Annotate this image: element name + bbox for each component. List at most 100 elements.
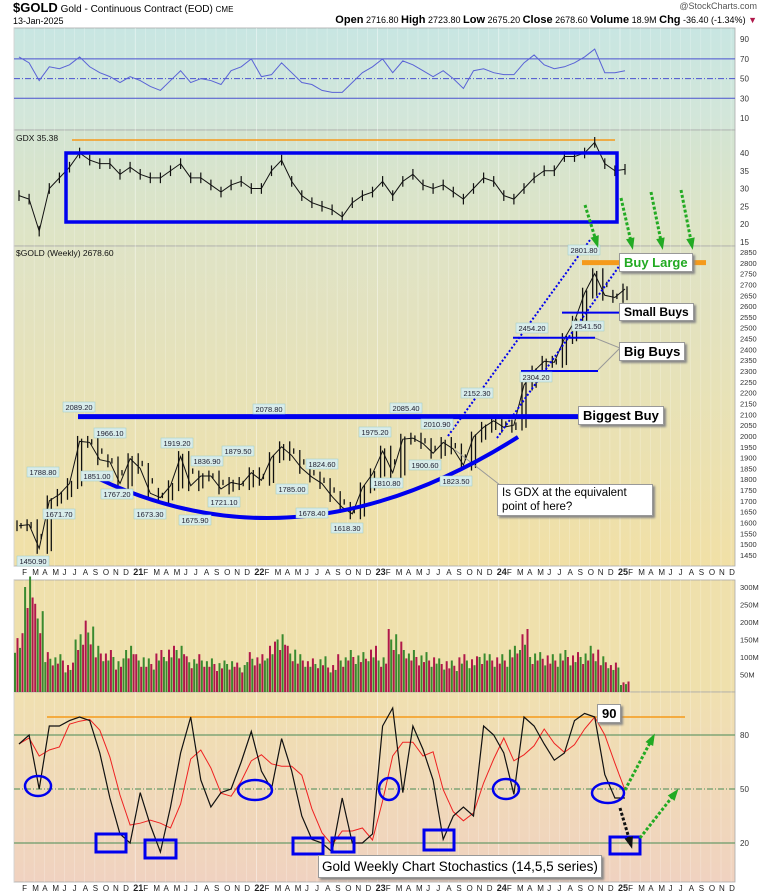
volume-bar (322, 665, 324, 692)
x-tick-label: J (547, 884, 551, 893)
price-label: 1788.80 (29, 468, 56, 477)
x-tick-label: M (638, 884, 645, 893)
volume-bar (82, 644, 85, 692)
volume-bar (84, 620, 87, 692)
volume-bar (329, 672, 332, 692)
volume-bar (178, 658, 181, 692)
x-tick-label: A (164, 884, 170, 893)
x-tick-label: O (588, 568, 594, 577)
x-tick-label: O (224, 884, 230, 893)
x-tick-label: O (103, 568, 109, 577)
x-tick-label: F (22, 568, 27, 577)
price-label-bg (26, 466, 60, 478)
volume-bar (31, 597, 34, 692)
price-label: 2541.50 (574, 322, 601, 331)
x-tick-label: D (608, 884, 614, 893)
volume-bar (377, 660, 380, 692)
volume-bar (493, 666, 496, 692)
y-tick-label: 15 (740, 238, 749, 247)
volume-bar (87, 632, 90, 692)
volume-bar (49, 658, 52, 692)
price-label: 2454.20 (518, 324, 545, 333)
price-label: 1767.20 (103, 490, 130, 499)
volume-bar (370, 649, 372, 692)
stoch-box (330, 836, 356, 854)
volume-bar (26, 608, 29, 692)
question-callout (454, 449, 501, 486)
volume-bar (193, 659, 196, 692)
volume-bar (54, 657, 57, 692)
volume-bar (291, 661, 294, 692)
price-label-bg (460, 387, 494, 399)
volume-bar (150, 664, 153, 692)
price-label-bg (420, 418, 454, 430)
volume-bar (21, 633, 24, 692)
x-tick-label: M (174, 884, 181, 893)
volume-bar (67, 665, 69, 692)
volume-bar (352, 657, 355, 692)
x-tick-label: J (184, 884, 188, 893)
y-tick-label: 50M (740, 671, 755, 680)
x-tick-label: A (406, 884, 412, 893)
volume-bar (572, 655, 574, 692)
x-tick-label: 23 (376, 567, 386, 577)
x-tick-label: O (345, 884, 351, 893)
y-tick-label: 50 (740, 785, 749, 794)
x-tick-label: F (386, 884, 391, 893)
y-tick-label: 1500 (740, 540, 757, 549)
y-tick-label: 2800 (740, 259, 757, 268)
y-tick-label: 1700 (740, 497, 757, 506)
volume-bar (299, 654, 302, 692)
price-label-bg (62, 401, 96, 413)
volume-bar (390, 639, 393, 692)
volume-bar (546, 655, 549, 692)
volume-bar (306, 661, 309, 692)
x-tick-label: 23 (376, 883, 386, 893)
volume-bar (266, 658, 269, 692)
x-tick-label: A (42, 884, 48, 893)
volume-bar (428, 660, 431, 692)
volume-bar (496, 657, 499, 692)
stoch-box (422, 828, 456, 852)
x-tick-label: S (456, 884, 461, 893)
volume-bar (473, 665, 476, 692)
volume-bar (465, 660, 468, 692)
price-label-bg (567, 244, 601, 256)
rsi-line (18, 48, 626, 93)
volume-bar (216, 671, 218, 692)
volume-bar (279, 650, 282, 692)
y-tick-label: 2050 (740, 421, 757, 430)
x-tick-label: M (638, 568, 645, 577)
volume-bar (200, 660, 203, 692)
stoch-oval (23, 774, 53, 798)
y-tick-label: 2750 (740, 270, 757, 279)
x-tick-label: J (73, 884, 77, 893)
y-tick-label: 2450 (740, 335, 757, 344)
y-tick-label: 1750 (740, 486, 757, 495)
volume-bar (51, 665, 54, 692)
x-tick-label: 22 (254, 883, 264, 893)
x-tick-label: D (123, 884, 129, 893)
volume-bar (327, 667, 330, 692)
volume-bar (157, 660, 160, 692)
price-label-bg (370, 477, 404, 489)
volume-bar (569, 665, 572, 692)
volume-bar (198, 654, 201, 692)
small-buys-label: Small Buys (619, 303, 694, 321)
volume-bar (592, 653, 595, 692)
x-tick-label: D (244, 884, 250, 893)
volume-bar (402, 650, 405, 692)
volume-bar (319, 659, 322, 692)
y-tick-label: 90 (740, 35, 749, 44)
volume-bar (519, 650, 521, 692)
volume-bar (450, 660, 453, 692)
volume-bar (160, 650, 163, 692)
volume-bar (622, 682, 625, 692)
x-tick-label: J (679, 568, 683, 577)
x-tick-label: O (467, 568, 473, 577)
x-tick-label: A (527, 884, 533, 893)
volume-bar (253, 665, 256, 692)
volume-bar (14, 652, 16, 692)
volume-bar (228, 669, 231, 692)
x-tick-label: A (285, 568, 291, 577)
